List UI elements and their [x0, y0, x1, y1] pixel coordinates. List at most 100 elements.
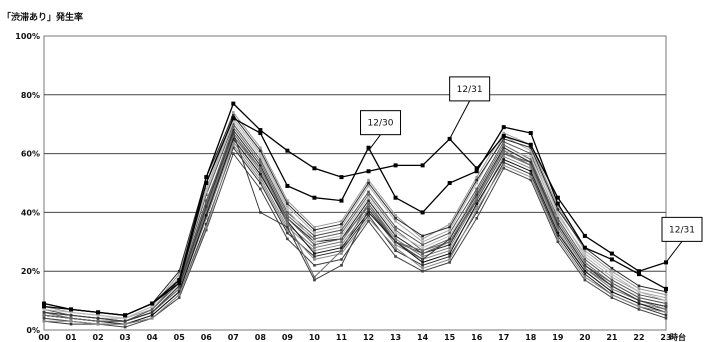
- data-point: [529, 178, 533, 182]
- data-point: [340, 249, 343, 252]
- data-point: [177, 293, 181, 297]
- data-point: [232, 140, 235, 144]
- data-point: [286, 199, 289, 202]
- data-point: [448, 231, 451, 235]
- data-point: [394, 243, 397, 247]
- data-point: [394, 219, 397, 223]
- data-point: [204, 202, 208, 205]
- y-axis-title: 「渋滞あり」発生率: [2, 11, 83, 23]
- data-point: [232, 134, 235, 138]
- data-point: [259, 211, 262, 214]
- data-point: [42, 314, 46, 317]
- data-point: [123, 319, 127, 323]
- data-point: [664, 305, 668, 308]
- data-point: [286, 214, 289, 217]
- data-point: [393, 195, 398, 200]
- data-point: [610, 284, 614, 288]
- data-point: [475, 196, 478, 199]
- data-point: [259, 169, 262, 173]
- data-point: [664, 308, 668, 311]
- x-tick-label: 22: [633, 333, 644, 342]
- data-point: [529, 164, 533, 167]
- data-point: [556, 234, 560, 238]
- data-point: [340, 219, 343, 223]
- data-point: [313, 249, 316, 252]
- callout-label: 12/31: [669, 225, 695, 235]
- data-point: [448, 234, 451, 238]
- data-point: [502, 131, 506, 135]
- data-point: [286, 231, 289, 235]
- data-point: [637, 296, 641, 299]
- data-point: [475, 178, 478, 182]
- x-tick-label: 16: [471, 333, 483, 342]
- data-point: [529, 172, 533, 176]
- data-point: [339, 198, 344, 203]
- x-tick-label: 06: [201, 333, 213, 342]
- data-point: [528, 131, 533, 136]
- data-point: [448, 261, 451, 264]
- data-point: [96, 322, 100, 326]
- data-point: [394, 234, 397, 238]
- data-point: [420, 210, 425, 215]
- data-point: [448, 243, 451, 247]
- data-point: [421, 255, 424, 258]
- data-point: [204, 222, 208, 226]
- data-point: [421, 240, 424, 244]
- data-point: [232, 122, 235, 126]
- data-point: [258, 128, 263, 133]
- data-point: [421, 237, 424, 241]
- data-point: [177, 284, 181, 288]
- data-point: [204, 205, 208, 208]
- data-point: [556, 208, 560, 211]
- data-point: [285, 148, 290, 153]
- data-point: [421, 269, 424, 273]
- data-point: [259, 149, 262, 152]
- data-point: [286, 225, 289, 229]
- data-point: [421, 261, 424, 264]
- data-point: [529, 146, 533, 150]
- data-point: [421, 234, 424, 238]
- series-line: [43, 129, 667, 322]
- data-point: [313, 243, 316, 247]
- data-point: [393, 163, 398, 168]
- callout-pointer: [665, 241, 683, 263]
- data-point: [637, 290, 641, 294]
- y-tick-label: 0%: [26, 326, 40, 335]
- x-tick-label: 15: [444, 333, 456, 342]
- data-point: [340, 252, 343, 255]
- data-point: [529, 167, 533, 170]
- data-point: [501, 125, 506, 130]
- data-point: [448, 249, 451, 252]
- data-point: [313, 252, 316, 255]
- data-point: [367, 208, 370, 211]
- data-point: [610, 269, 614, 273]
- data-point: [475, 187, 478, 191]
- data-point: [637, 302, 641, 305]
- data-point: [96, 314, 100, 317]
- data-point: [313, 225, 316, 229]
- data-point: [474, 166, 479, 171]
- data-point: [367, 205, 370, 208]
- data-point: [177, 280, 182, 285]
- data-point: [664, 316, 668, 320]
- data-point: [177, 290, 181, 294]
- data-point: [123, 316, 127, 320]
- data-point: [555, 201, 560, 206]
- data-point: [556, 214, 560, 217]
- data-point: [313, 278, 316, 282]
- data-point: [582, 245, 587, 250]
- data-point: [475, 175, 478, 179]
- data-point: [69, 311, 73, 314]
- data-point: [583, 269, 587, 273]
- data-point: [475, 193, 478, 197]
- data-point: [610, 278, 614, 282]
- data-point: [312, 166, 317, 171]
- data-point: [448, 237, 451, 241]
- data-point: [231, 116, 236, 121]
- data-point: [259, 161, 262, 164]
- y-tick-label: 20%: [21, 267, 40, 276]
- data-point: [582, 233, 587, 238]
- x-tick-label: 19: [552, 333, 564, 342]
- data-point: [502, 152, 506, 155]
